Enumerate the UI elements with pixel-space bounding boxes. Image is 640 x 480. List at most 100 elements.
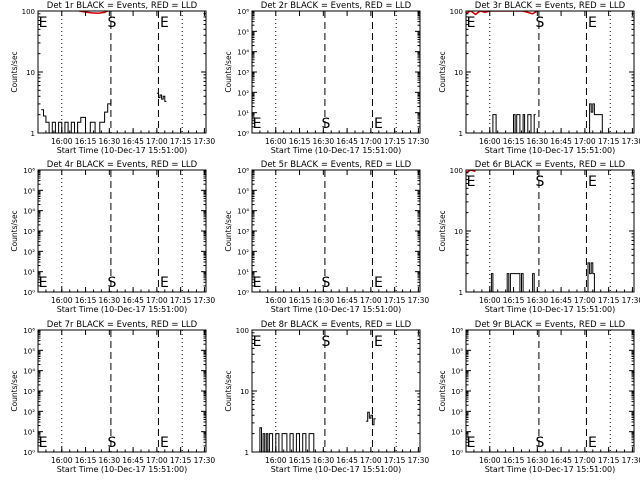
- end-marker-label: E: [374, 116, 383, 132]
- x-tick-label: 17:00: [146, 137, 168, 146]
- x-tick-label: 17:00: [360, 456, 382, 465]
- x-tick-label: 16:15: [289, 137, 311, 146]
- y-tick-label: 10⁵: [237, 187, 249, 195]
- x-tick-label: 16:45: [336, 137, 358, 146]
- end-marker-label: E: [588, 435, 597, 451]
- y-tick-label: 10⁶: [23, 327, 35, 335]
- x-tick-label: 17:30: [622, 137, 640, 146]
- y-tick-label: 10³: [23, 228, 35, 236]
- edge-marker-label: E: [467, 174, 476, 190]
- plot-frame: [465, 10, 635, 134]
- series-line-events: [491, 114, 536, 133]
- x-tick-label: 16:00: [51, 296, 73, 305]
- x-tick-label: 16:15: [503, 137, 525, 146]
- x-tick-label: 16:15: [289, 296, 311, 305]
- y-tick-label: 10²: [451, 408, 463, 416]
- x-tick-label: 16:00: [265, 456, 287, 465]
- x-tick-label: 16:30: [99, 456, 121, 465]
- series-line-events: [258, 427, 319, 452]
- x-tick-label: 16:45: [550, 456, 572, 465]
- x-axis-label: Start Time (10-Dec-17 15:51:00): [57, 465, 188, 474]
- x-axis-label: Start Time (10-Dec-17 15:51:00): [271, 305, 402, 314]
- x-tick-label: 16:30: [527, 137, 549, 146]
- edge-marker-label: E: [467, 15, 476, 31]
- x-tick-label: 16:45: [550, 296, 572, 305]
- panel-title: Det 2r BLACK = Events, RED = LLD: [261, 1, 412, 11]
- x-tick-label: 16:45: [122, 456, 144, 465]
- edge-marker-label: E: [253, 116, 262, 132]
- x-tick-label: 17:15: [384, 296, 406, 305]
- y-tick-label: 10⁰: [23, 289, 35, 297]
- end-marker-label: E: [588, 174, 597, 190]
- start-marker-label: S: [535, 15, 544, 31]
- series-line-events: [586, 262, 596, 292]
- y-axis-label: Counts/sec: [224, 210, 233, 251]
- y-axis-label: Counts/sec: [438, 370, 447, 411]
- panel-title: Det 6r BLACK = Events, RED = LLD: [475, 160, 626, 170]
- y-tick-label: 1: [459, 130, 463, 138]
- x-tick-label: 16:45: [122, 137, 144, 146]
- x-axis-label: Start Time (10-Dec-17 15:51:00): [57, 146, 188, 155]
- start-marker-label: S: [107, 435, 116, 451]
- x-tick-label: 17:15: [170, 137, 192, 146]
- start-marker-label: S: [321, 116, 330, 132]
- y-tick-label: 10³: [237, 69, 249, 77]
- y-tick-label: 10⁴: [23, 208, 35, 216]
- y-axis-label: Counts/sec: [438, 51, 447, 92]
- edge-marker-label: E: [39, 435, 48, 451]
- x-tick-label: 17:30: [408, 137, 430, 146]
- series-line-events: [588, 103, 606, 133]
- y-tick-label: 10⁶: [237, 8, 249, 16]
- x-axis-label: Start Time (10-Dec-17 15:51:00): [57, 305, 188, 314]
- x-tick-label: 17:15: [598, 137, 620, 146]
- y-tick-label: 10: [26, 69, 35, 77]
- y-axis-label: Counts/sec: [10, 210, 19, 251]
- start-marker-label: S: [107, 15, 116, 31]
- x-tick-label: 16:30: [99, 137, 121, 146]
- x-tick-label: 16:30: [99, 296, 121, 305]
- y-tick-label: 10⁴: [237, 208, 249, 216]
- x-tick-label: 16:15: [289, 456, 311, 465]
- y-tick-label: 10⁵: [237, 28, 249, 36]
- y-axis-label: Counts/sec: [10, 370, 19, 411]
- y-tick-label: 10³: [451, 388, 463, 396]
- edge-marker-label: E: [467, 435, 476, 451]
- panel-title: Det 1r BLACK = Events, RED = LLD: [47, 1, 198, 11]
- edge-marker-label: E: [39, 15, 48, 31]
- series-line-events: [41, 99, 112, 133]
- x-tick-label: 16:30: [313, 296, 335, 305]
- x-axis-label: Start Time (10-Dec-17 15:51:00): [485, 305, 616, 314]
- plot-frame: [251, 169, 421, 293]
- y-tick-label: 10²: [237, 89, 249, 97]
- x-tick-label: 17:15: [384, 456, 406, 465]
- y-tick-label: 10²: [23, 248, 35, 256]
- y-axis-label: Counts/sec: [10, 51, 19, 92]
- x-tick-label: 17:30: [408, 456, 430, 465]
- x-tick-label: 17:30: [194, 137, 216, 146]
- y-tick-label: 10⁵: [451, 347, 463, 355]
- plot-frame: [37, 10, 207, 134]
- y-tick-label: 10⁵: [23, 187, 35, 195]
- x-tick-label: 17:30: [622, 456, 640, 465]
- x-tick-label: 17:15: [170, 456, 192, 465]
- x-tick-label: 16:00: [479, 456, 501, 465]
- x-axis-label: Start Time (10-Dec-17 15:51:00): [271, 146, 402, 155]
- y-tick-label: 10²: [237, 248, 249, 256]
- end-marker-label: E: [374, 275, 383, 291]
- x-tick-label: 16:15: [75, 137, 97, 146]
- y-axis-label: Counts/sec: [224, 370, 233, 411]
- y-tick-label: 10: [240, 388, 249, 396]
- plot-frame: [37, 169, 207, 293]
- x-tick-label: 16:00: [265, 137, 287, 146]
- x-tick-label: 17:30: [408, 296, 430, 305]
- x-tick-label: 16:00: [51, 137, 73, 146]
- series-line-events: [156, 92, 167, 102]
- x-tick-label: 17:00: [574, 137, 596, 146]
- series-line-events: [366, 411, 376, 426]
